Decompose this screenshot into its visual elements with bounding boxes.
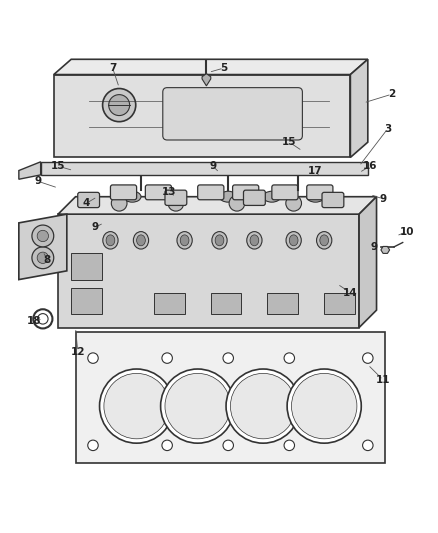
Polygon shape: [19, 214, 67, 280]
Text: 9: 9: [35, 176, 42, 187]
Circle shape: [99, 369, 173, 443]
Text: 9: 9: [92, 222, 99, 232]
Bar: [267, 293, 297, 314]
Ellipse shape: [123, 191, 141, 202]
Ellipse shape: [219, 191, 237, 202]
FancyBboxPatch shape: [110, 185, 136, 200]
Text: 14: 14: [342, 288, 357, 297]
FancyBboxPatch shape: [321, 192, 343, 208]
FancyBboxPatch shape: [271, 185, 297, 200]
Ellipse shape: [133, 232, 148, 249]
FancyBboxPatch shape: [162, 87, 302, 140]
Circle shape: [285, 196, 301, 211]
Ellipse shape: [106, 235, 115, 246]
Text: 18: 18: [27, 316, 41, 326]
Circle shape: [162, 440, 172, 450]
Polygon shape: [53, 59, 367, 75]
Ellipse shape: [316, 232, 331, 249]
Ellipse shape: [306, 191, 323, 202]
Ellipse shape: [246, 232, 261, 249]
Ellipse shape: [180, 235, 188, 246]
Circle shape: [283, 353, 294, 364]
Circle shape: [283, 440, 294, 450]
FancyBboxPatch shape: [78, 192, 99, 208]
Circle shape: [32, 247, 53, 269]
Circle shape: [165, 374, 230, 439]
Circle shape: [223, 440, 233, 450]
Text: 12: 12: [71, 346, 85, 357]
Polygon shape: [19, 162, 41, 179]
Circle shape: [168, 196, 184, 211]
Ellipse shape: [262, 191, 280, 202]
FancyBboxPatch shape: [145, 185, 171, 200]
Polygon shape: [350, 59, 367, 157]
Circle shape: [229, 196, 244, 211]
Text: 10: 10: [399, 227, 413, 237]
Circle shape: [38, 313, 48, 324]
Text: 13: 13: [162, 187, 176, 197]
Circle shape: [162, 353, 172, 364]
Circle shape: [37, 252, 48, 263]
Text: 4: 4: [83, 198, 90, 208]
Text: 3: 3: [383, 124, 390, 134]
Text: 15: 15: [281, 137, 296, 147]
Bar: [323, 293, 354, 314]
Polygon shape: [53, 75, 350, 157]
Circle shape: [88, 440, 98, 450]
Circle shape: [109, 95, 129, 116]
Circle shape: [32, 225, 53, 247]
Text: 8: 8: [43, 255, 51, 265]
Circle shape: [223, 353, 233, 364]
Text: 2: 2: [387, 89, 395, 99]
Polygon shape: [41, 162, 367, 175]
Text: 11: 11: [375, 375, 389, 385]
Circle shape: [160, 369, 234, 443]
Text: 16: 16: [362, 161, 376, 171]
Text: 9: 9: [379, 194, 386, 204]
Bar: [154, 293, 184, 314]
Circle shape: [226, 369, 300, 443]
Polygon shape: [58, 214, 358, 328]
Circle shape: [104, 374, 169, 439]
Ellipse shape: [286, 232, 300, 249]
Polygon shape: [75, 332, 385, 463]
FancyBboxPatch shape: [197, 185, 223, 200]
Ellipse shape: [215, 235, 223, 246]
Polygon shape: [58, 197, 376, 214]
FancyBboxPatch shape: [232, 185, 258, 200]
Text: 5: 5: [220, 63, 227, 73]
Text: 17: 17: [307, 166, 322, 175]
Bar: [210, 293, 241, 314]
FancyBboxPatch shape: [306, 185, 332, 200]
Circle shape: [230, 374, 295, 439]
Bar: [71, 253, 102, 280]
Polygon shape: [358, 197, 376, 328]
Ellipse shape: [289, 235, 297, 246]
Ellipse shape: [319, 235, 328, 246]
Circle shape: [362, 440, 372, 450]
Text: 15: 15: [51, 161, 65, 171]
Ellipse shape: [212, 232, 226, 249]
Circle shape: [111, 196, 127, 211]
Ellipse shape: [136, 235, 145, 246]
Circle shape: [88, 353, 98, 364]
Bar: [71, 288, 102, 314]
Ellipse shape: [177, 232, 192, 249]
Text: 7: 7: [109, 63, 116, 73]
FancyBboxPatch shape: [243, 190, 265, 205]
Circle shape: [286, 369, 360, 443]
Circle shape: [291, 374, 356, 439]
Ellipse shape: [250, 235, 258, 246]
Ellipse shape: [102, 232, 118, 249]
Circle shape: [37, 230, 48, 241]
Ellipse shape: [167, 191, 184, 202]
Circle shape: [102, 88, 135, 122]
Polygon shape: [201, 74, 210, 86]
Circle shape: [362, 353, 372, 364]
Text: 9: 9: [370, 242, 377, 252]
Text: 9: 9: [209, 161, 216, 171]
FancyBboxPatch shape: [165, 190, 186, 205]
Polygon shape: [380, 246, 389, 253]
